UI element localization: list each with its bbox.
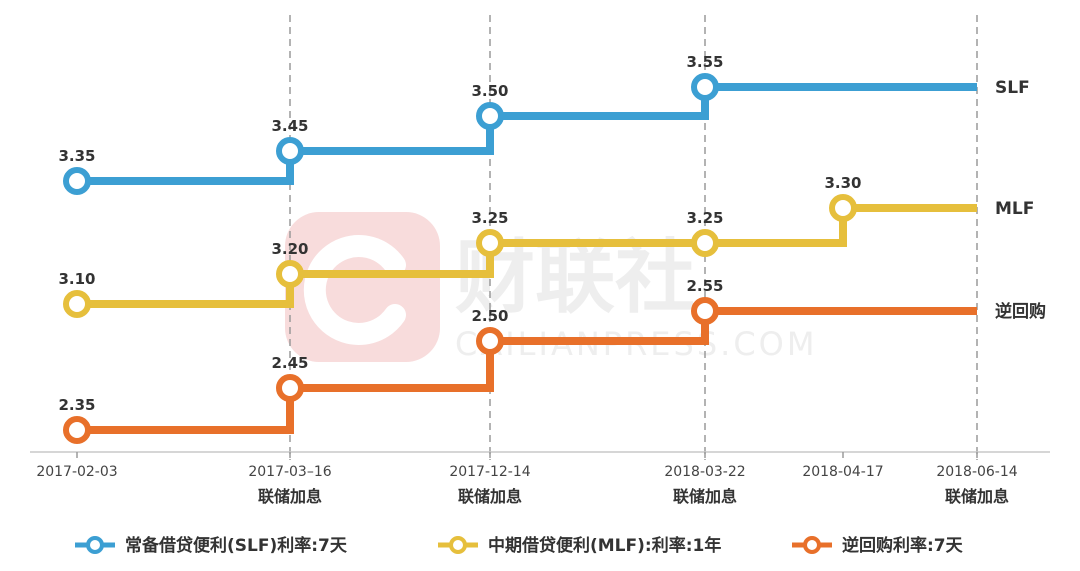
watermark-logo-c (303, 235, 406, 345)
data-point-marker (276, 374, 304, 402)
data-label: 2.55 (686, 277, 723, 295)
data-point-marker (276, 137, 304, 165)
data-label: 3.50 (471, 82, 508, 100)
data-point-marker (63, 290, 91, 318)
data-label: 2.35 (58, 396, 95, 414)
data-point-marker (63, 416, 91, 444)
data-point-markers (63, 73, 857, 444)
data-label: 3.30 (824, 174, 861, 192)
data-label: 3.20 (271, 240, 308, 258)
data-point-marker (476, 327, 504, 355)
data-label: 3.35 (58, 147, 95, 165)
data-point-marker (691, 229, 719, 257)
series-line (77, 83, 977, 185)
data-point-marker (276, 260, 304, 288)
x-tick-label: 2018-03-22 (664, 464, 745, 480)
data-label: 3.45 (271, 117, 308, 135)
data-label: 3.25 (686, 209, 723, 227)
series-end-label: SLF (995, 78, 1030, 98)
data-point-marker (691, 73, 719, 101)
series-end-label: MLF (995, 199, 1034, 219)
legend-swatch-marker (449, 536, 467, 554)
data-label: 2.45 (271, 354, 308, 372)
data-point-marker (476, 229, 504, 257)
series-end-labels: SLF MLF 逆回购 (995, 78, 1046, 322)
x-tick-label: 2017-02-03 (36, 464, 117, 480)
data-point-marker (691, 297, 719, 325)
data-label: 3.10 (58, 270, 95, 288)
event-label: 联储加息 (458, 487, 522, 506)
series-end-label: 逆回购 (995, 301, 1046, 322)
legend-swatch-marker (803, 536, 821, 554)
data-point-marker (63, 167, 91, 195)
data-point-marker (476, 102, 504, 130)
legend-label: 常备借贷便利(SLF)利率:7天 (125, 535, 348, 556)
event-label: 联储加息 (673, 487, 737, 506)
x-tick-label: 2018-06-14 (936, 464, 1017, 480)
data-label: 2.50 (471, 307, 508, 325)
data-point-marker (829, 194, 857, 222)
data-label: 3.25 (471, 209, 508, 227)
legend-label: 中期借贷便利(MLF):利率:1年 (488, 535, 721, 556)
x-tick-label: 2017-03–16 (248, 464, 331, 480)
legend-label: 逆回购利率:7天 (842, 535, 964, 556)
x-tick-label: 2018-04-17 (802, 464, 883, 480)
x-axis: 2017-02-03 2017-03–16 2017-12-14 2018-03-22… (30, 451, 1050, 506)
event-label: 联储加息 (945, 487, 1009, 506)
data-labels: 3.35 3.45 3.50 3.55 3.10 3.20 3.25 3.25 3.30 2.35… (58, 53, 861, 414)
x-tick-label: 2017-12-14 (449, 464, 530, 480)
legend-swatch-marker (86, 536, 104, 554)
legend: 常备借贷便利(SLF)利率:7天 中期借贷便利(MLF):利率:1年 逆回购利率:7… (75, 535, 964, 556)
data-label: 3.55 (686, 53, 723, 71)
event-label: 联储加息 (258, 487, 322, 506)
